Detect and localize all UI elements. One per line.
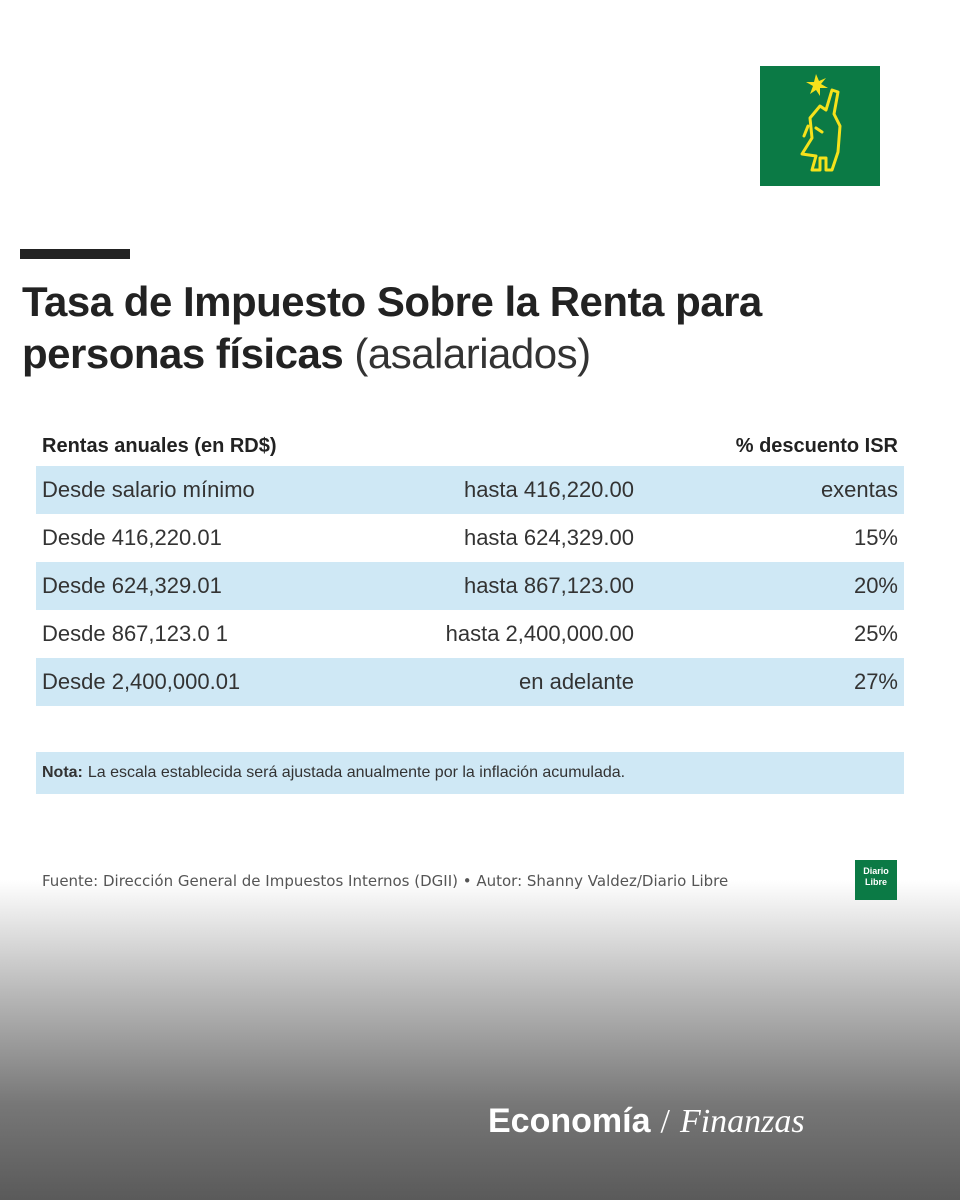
cell-from: Desde salario mínimo (42, 477, 255, 502)
table-row: Desde 416,220.01 hasta 624,329.00 15% (36, 514, 904, 562)
cell-to: hasta 624,329.00 (463, 525, 634, 550)
cell-from: Desde 416,220.01 (42, 525, 222, 550)
note-box: Nota: La escala establecida será ajustad… (36, 752, 904, 794)
tax-table: Rentas anuales (en RD$) % descuento ISR … (36, 426, 904, 706)
header-rate: % descuento ISR (735, 434, 898, 457)
cell-to: en adelante (519, 669, 634, 694)
cell-to: hasta 867,123.00 (463, 573, 634, 598)
cell-to: hasta 2,400,000.00 (445, 621, 634, 646)
table-row: Desde 624,329.01 hasta 867,123.00 20% (36, 562, 904, 610)
source-credit: Fuente: Dirección General de Impuestos I… (42, 872, 729, 890)
note-label: Nota: (42, 764, 83, 781)
diario-libre-figure-icon (760, 66, 880, 186)
section-label: Economía / Finanzas (488, 1102, 805, 1141)
cell-rate: 25% (853, 621, 898, 646)
cell-rate: 20% (853, 573, 898, 598)
cell-rate: 15% (853, 525, 898, 550)
cell-rate: exentas (820, 477, 898, 502)
title-main: Tasa de Impuesto Sobre la Renta para per… (22, 278, 762, 377)
table-row: Desde 2,400,000.01 en adelante 27% (36, 658, 904, 706)
section-sub: Finanzas (679, 1103, 805, 1140)
header-income: Rentas anuales (en RD$) (42, 434, 277, 457)
cell-from: Desde 624,329.01 (42, 573, 222, 598)
title-suffix: (asalariados) (354, 330, 591, 377)
table-row: Desde salario mínimo hasta 416,220.00 ex… (36, 466, 904, 514)
section-main: Economía (488, 1102, 651, 1140)
diario-libre-mini-logo: Diario Libre (855, 860, 897, 900)
cell-rate: 27% (853, 669, 898, 694)
cell-from: Desde 867,123.0 1 (42, 621, 228, 646)
table-row: Desde 867,123.0 1 hasta 2,400,000.00 25% (36, 610, 904, 658)
note-text: La escala establecida será ajustada anua… (87, 764, 626, 781)
bottom-gradient (0, 880, 960, 1200)
title-rule (20, 249, 130, 259)
table-header: Rentas anuales (en RD$) % descuento ISR (36, 426, 904, 466)
page-title: Tasa de Impuesto Sobre la Renta para per… (22, 276, 922, 380)
section-separator: / (660, 1103, 670, 1140)
cell-to: hasta 416,220.00 (463, 477, 634, 502)
cell-from: Desde 2,400,000.01 (42, 669, 241, 694)
